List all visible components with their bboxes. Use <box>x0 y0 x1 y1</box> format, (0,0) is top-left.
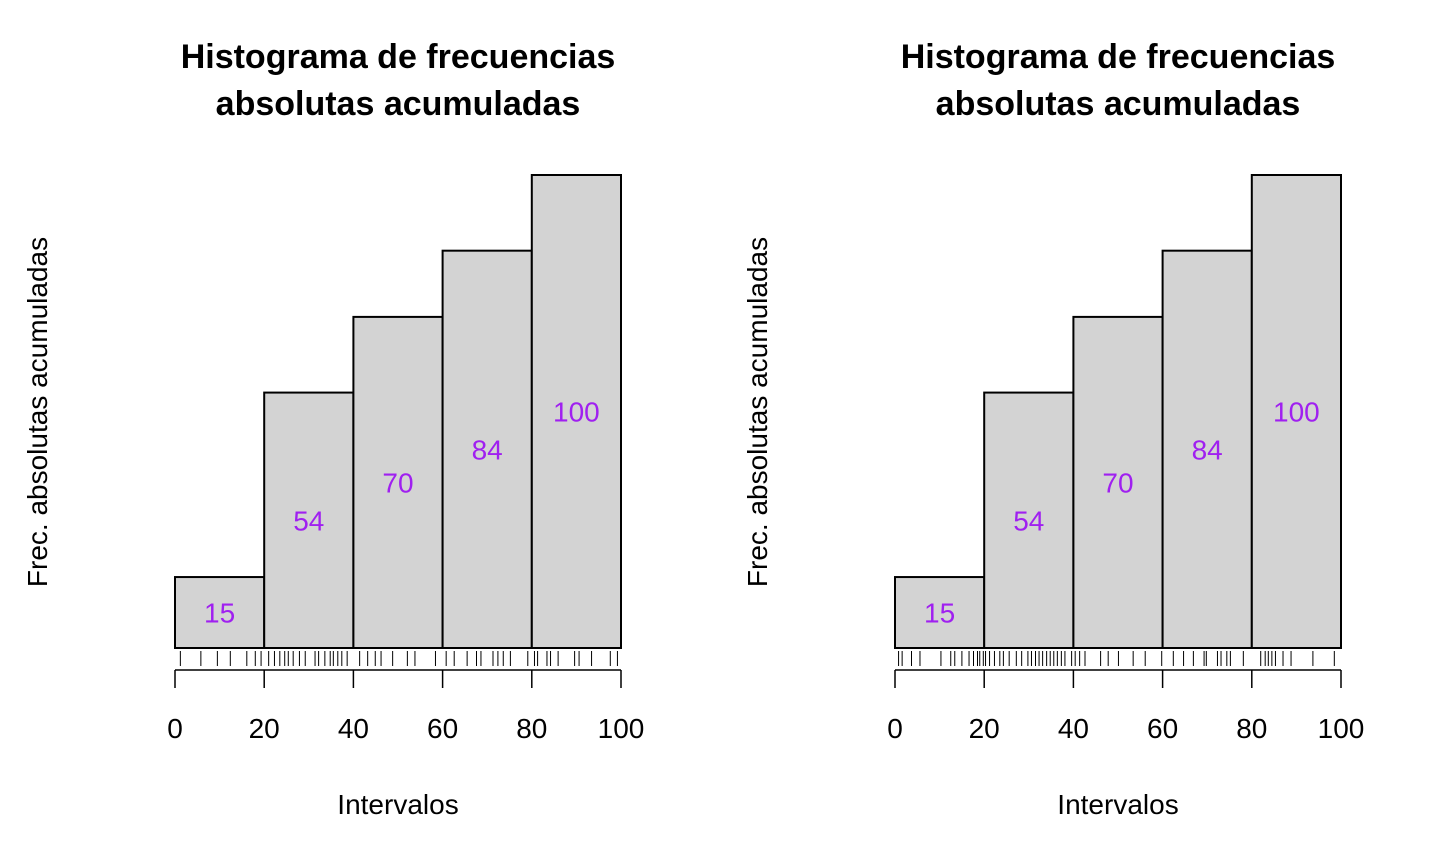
histogram-bar <box>263 391 355 649</box>
x-axis-label: Intervalos <box>337 789 458 820</box>
chart-title-line1: Histograma de frecuencias <box>901 38 1336 76</box>
x-tick-label: 0 <box>887 713 903 744</box>
histogram-bar <box>530 174 622 649</box>
x-axis: 0 20 40 60 80 100 <box>887 669 1365 744</box>
x-tick-label: 40 <box>1058 713 1089 744</box>
x-axis-label: Intervalos <box>1057 789 1178 820</box>
bar-value-label: 15 <box>924 598 955 629</box>
rug-group <box>179 651 618 666</box>
data-labels-group: 15 54 70 84 100 <box>924 397 1320 629</box>
histogram-bar <box>1250 174 1343 649</box>
bars-group <box>894 174 1343 649</box>
histogram-panel-right: Histograma de frecuencias absolutas acum… <box>742 38 1364 820</box>
chart-title-line2: absolutas acumuladas <box>216 85 581 123</box>
histogram-bar <box>352 315 444 649</box>
bar-value-label: 70 <box>382 467 413 498</box>
rug-group <box>898 651 1335 666</box>
x-tick-label: 100 <box>1318 713 1365 744</box>
y-axis-label: Frec. absolutas acumuladas <box>742 237 773 587</box>
data-labels-group: 15 54 70 84 100 <box>204 397 600 629</box>
histogram-bar <box>1072 315 1164 649</box>
x-tick-label: 40 <box>338 713 369 744</box>
x-tick-label: 0 <box>167 713 183 744</box>
histogram-bar <box>441 249 533 649</box>
bar-value-label: 100 <box>1273 397 1320 428</box>
chart-title-line1: Histograma de frecuencias <box>181 38 616 76</box>
x-axis: 0 20 40 60 80 100 <box>167 669 645 744</box>
bar-value-label: 70 <box>1102 467 1133 498</box>
x-tick-label: 20 <box>969 713 1000 744</box>
x-tick-label: 60 <box>427 713 458 744</box>
bars-group <box>174 174 622 649</box>
bar-value-label: 54 <box>293 505 324 536</box>
chart-title-line2: absolutas acumuladas <box>936 85 1301 123</box>
y-axis-label: Frec. absolutas acumuladas <box>22 237 53 587</box>
histogram-bar <box>174 576 266 649</box>
bar-value-label: 54 <box>1013 505 1044 536</box>
bar-value-label: 15 <box>204 598 235 629</box>
x-tick-label: 80 <box>1236 713 1267 744</box>
histogram-bar <box>1161 249 1253 649</box>
x-tick-label: 100 <box>598 713 645 744</box>
x-tick-label: 80 <box>516 713 547 744</box>
histogram-bar <box>983 391 1075 649</box>
bar-value-label: 84 <box>1192 434 1223 465</box>
x-tick-label: 60 <box>1147 713 1178 744</box>
bar-value-label: 100 <box>553 397 600 428</box>
histogram-panel-left: Histograma de frecuencias absolutas acum… <box>22 38 644 820</box>
bar-value-label: 84 <box>472 434 503 465</box>
x-tick-label: 20 <box>249 713 280 744</box>
